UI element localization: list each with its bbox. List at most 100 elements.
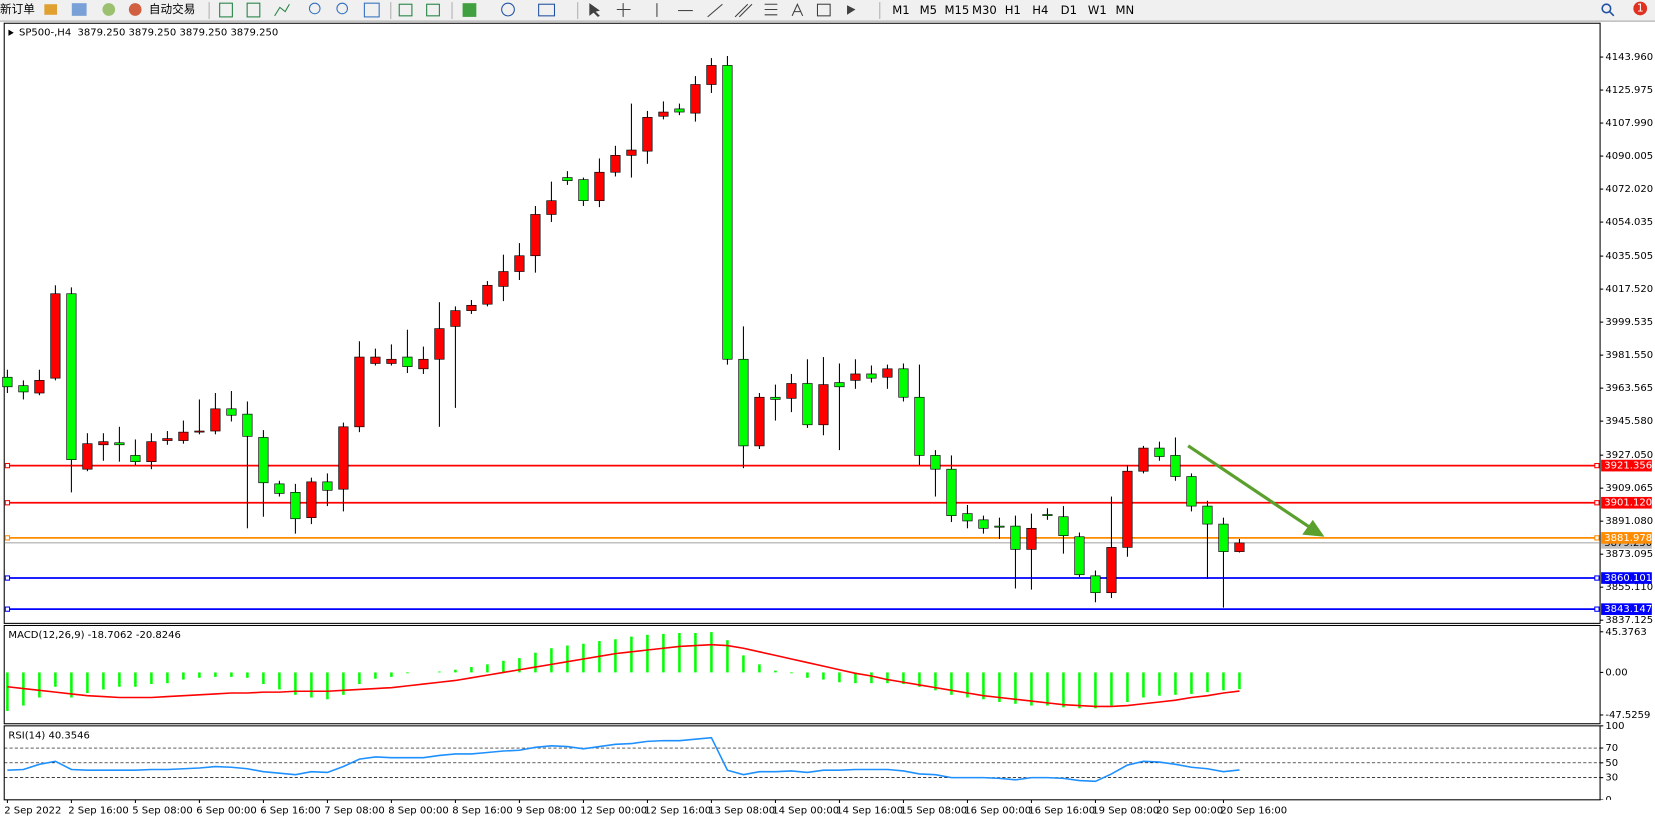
timeframe-button[interactable]: M30: [972, 3, 997, 17]
annotation-arrow: [1187, 444, 1325, 537]
crosshair-icon[interactable]: [616, 3, 631, 17]
candle-body: [642, 117, 653, 152]
y-tick-label: 3981.550: [1605, 350, 1653, 361]
candle-body: [962, 513, 973, 522]
candle-body: [610, 155, 621, 173]
fibo-icon[interactable]: [764, 3, 778, 16]
y-tick-label: 4090.005: [1605, 151, 1653, 162]
candle-body: [290, 492, 301, 520]
arrows-icon[interactable]: [847, 5, 856, 15]
timeframe-button[interactable]: MN: [1115, 3, 1134, 17]
auto-trading-button[interactable]: 自动交易: [149, 2, 195, 16]
y-tick-label: 0.00: [1605, 667, 1627, 678]
y-tick-label: 4017.520: [1605, 284, 1653, 295]
candle-body: [1218, 523, 1229, 552]
y-tick-label: 4125.975: [1605, 85, 1653, 96]
y-tick-label: 45.3763: [1605, 627, 1646, 638]
new-order-button[interactable]: 新订单: [0, 2, 35, 16]
timeframe-button[interactable]: M1: [892, 3, 909, 17]
candle-body: [2, 376, 13, 388]
candle-body: [562, 177, 573, 181]
line-price-label: 3860.101: [1604, 573, 1652, 584]
candle-body: [818, 384, 829, 426]
x-tick-label: 2 Sep 16:00: [68, 805, 128, 816]
x-tick-label: 14 Sep 00:00: [772, 805, 839, 816]
tile-icon[interactable]: [363, 2, 380, 18]
candle-body: [1058, 516, 1069, 536]
line-handle: [4, 606, 11, 612]
candle-body: [866, 373, 877, 379]
auto-trading-icon[interactable]: [128, 3, 142, 16]
candle-body: [754, 396, 765, 447]
candle-body: [402, 356, 413, 367]
y-tick-label: 3963.565: [1605, 383, 1653, 394]
candle-body: [802, 383, 813, 426]
cursor-icon[interactable]: [589, 3, 600, 17]
periods-icon[interactable]: [501, 2, 515, 17]
y-tick-label: 4054.035: [1605, 217, 1653, 228]
timeframe-button[interactable]: H1: [1005, 3, 1021, 17]
icon[interactable]: [71, 3, 87, 16]
templates-icon[interactable]: [538, 3, 556, 17]
candle-body: [850, 373, 861, 381]
timeframe-button[interactable]: M5: [920, 3, 937, 17]
candle-body: [482, 284, 493, 305]
candle-body: [338, 426, 349, 490]
y-tick-label: 3837.125: [1605, 615, 1653, 626]
pane-frame: [3, 22, 1601, 624]
candle-body: [786, 383, 797, 399]
candle-body: [354, 356, 365, 428]
candle-body: [578, 179, 589, 202]
line-handle: [1594, 535, 1600, 541]
notification-badge[interactable]: [1633, 1, 1648, 16]
x-tick-label: 5 Sep 08:00: [132, 805, 192, 816]
label-icon[interactable]: [816, 3, 831, 17]
candle-body: [178, 431, 189, 441]
zoom-in-icon[interactable]: [308, 2, 321, 15]
candle-body: [450, 310, 461, 327]
shift-icon[interactable]: [426, 3, 440, 17]
candle-body: [66, 293, 77, 460]
line-price-label: 3843.147: [1604, 604, 1652, 615]
notification-count: 1: [1637, 2, 1644, 14]
candle-body: [978, 519, 989, 529]
x-tick-label: 12 Sep 00:00: [580, 805, 647, 816]
candle-body: [930, 455, 941, 470]
timeframe-button[interactable]: H4: [1032, 3, 1048, 17]
text-icon[interactable]: [791, 2, 804, 17]
icon[interactable]: [44, 4, 58, 15]
line-handle: [1594, 462, 1600, 469]
icon[interactable]: [102, 3, 116, 16]
candle-body: [498, 271, 509, 287]
pane-title-name: RSI(14) 40.3546: [8, 730, 89, 741]
candle-icon[interactable]: [246, 2, 261, 18]
line-icon[interactable]: [274, 3, 290, 17]
candle-body: [18, 385, 29, 393]
channel-icon[interactable]: [734, 3, 753, 18]
trendline-icon[interactable]: [707, 3, 723, 18]
timeframe-button[interactable]: D1: [1061, 3, 1077, 17]
line-price-label: 3921.356: [1604, 461, 1652, 472]
line-handle: [1594, 606, 1600, 612]
autoscroll-icon[interactable]: [398, 3, 413, 17]
candle-body: [882, 368, 893, 378]
candle-body: [706, 65, 717, 85]
symbol-marker: [8, 29, 14, 36]
bar-chart-icon[interactable]: [219, 2, 233, 18]
y-tick-label: 3909.065: [1605, 483, 1653, 494]
timeframe-button[interactable]: W1: [1088, 3, 1107, 17]
indicators-icon[interactable]: [462, 3, 477, 17]
timeframe-button[interactable]: M15: [944, 3, 969, 17]
x-tick-label: 20 Sep 16:00: [1220, 805, 1287, 816]
zoom-out-icon[interactable]: [336, 2, 349, 15]
candle-body: [258, 437, 269, 484]
y-tick-label: 70: [1605, 743, 1618, 754]
candle-body: [946, 468, 957, 516]
x-tick-label: 14 Sep 16:00: [836, 805, 903, 816]
search-icon[interactable]: [1601, 3, 1612, 14]
line-price-label-bg: [1601, 572, 1652, 584]
arrow-shaft: [1187, 444, 1311, 529]
candle-body: [1106, 547, 1117, 594]
candle-body: [770, 396, 781, 400]
